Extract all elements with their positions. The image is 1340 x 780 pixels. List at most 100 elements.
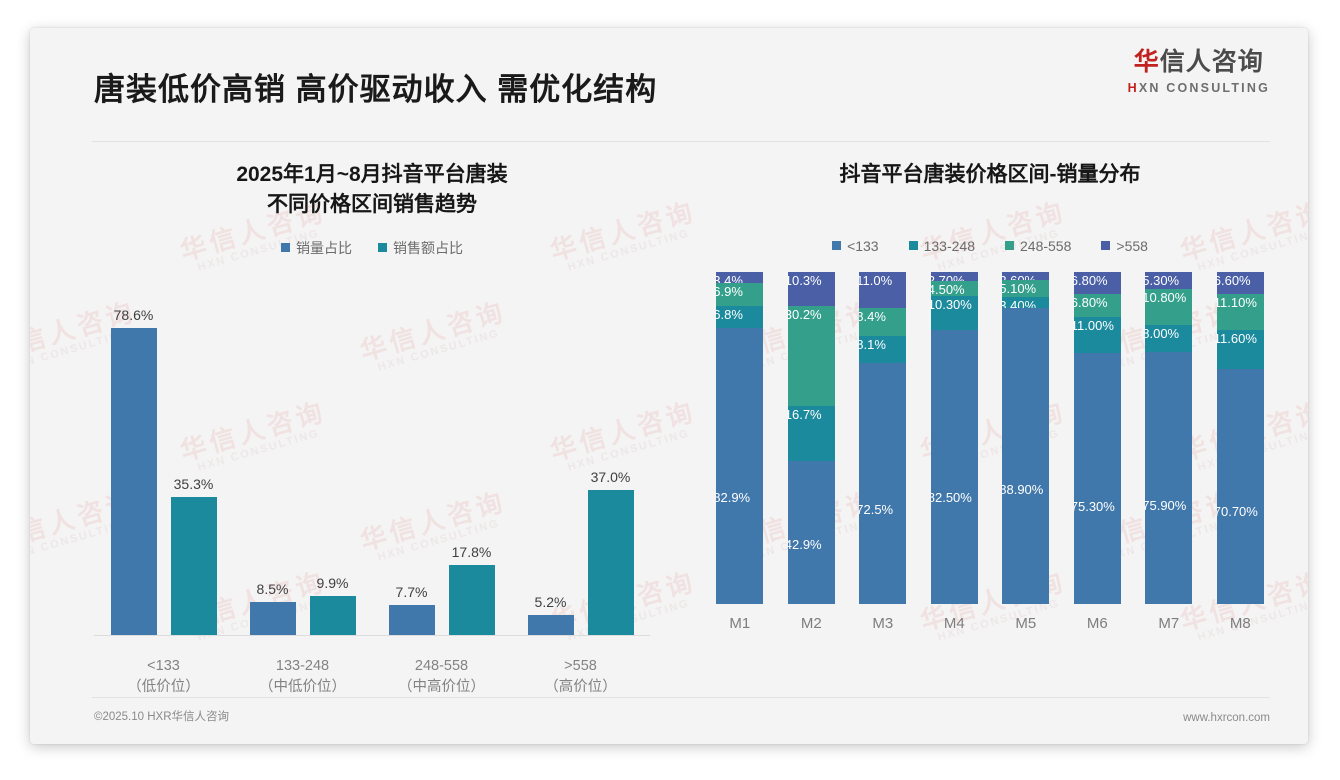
stack-segment-label: 8.00%	[1145, 326, 1180, 342]
stack-segment-<133-M2[interactable]: 42.9%	[787, 461, 835, 604]
stack-segment-133-248-M3[interactable]: 8.1%	[859, 336, 907, 363]
stack-segment-248-558-M8[interactable]: 11.10%	[1216, 293, 1264, 331]
stack-segment-label: 11.00%	[1073, 317, 1114, 333]
legend-label: 销量占比	[296, 239, 352, 256]
stack-segment-label: 88.90%	[1002, 482, 1044, 498]
stacked-bar-M7[interactable]: 5.30% 10.80% 8.00% 75.90%	[1145, 271, 1193, 604]
legend-item-133-248[interactable]: 133-248	[908, 238, 975, 254]
stacked-bar-M1[interactable]: 3.4% 6.9% 6.8% 82.9%	[716, 271, 764, 604]
stack-column-M2: 10.3% 30.2% 16.7% 42.9%	[776, 271, 848, 604]
right-chart-legend: <133 133-248 248-558 >558	[690, 238, 1290, 254]
stack-segment-<133-M3[interactable]: 72.5%	[859, 362, 907, 604]
stack-segment-label: 72.5%	[859, 501, 894, 517]
stack-segment->558-M1[interactable]: 3.4%	[716, 271, 764, 288]
stack-segment-248-558-M3[interactable]: 8.4%	[859, 308, 907, 337]
stack-segment-133-248-M6[interactable]: 11.00%	[1073, 316, 1121, 354]
stack-segment-133-248-M1[interactable]: 6.8%	[716, 305, 764, 329]
stack-segment-label: 6.80%	[1073, 272, 1108, 288]
logo-en-highlight: H	[1127, 81, 1139, 95]
right-chart-panel: 抖音平台唐装价格区间-销量分布 <133 133-248 248-558 >558 3…	[690, 148, 1290, 708]
stack-segment-133-248-M4[interactable]: 10.30%	[930, 295, 978, 330]
stack-column-M6: 6.80% 6.80% 11.00% 75.30%	[1062, 271, 1134, 604]
left-chart-legend: 销量占比 销售额占比	[72, 238, 672, 258]
legend-label: >558	[1116, 237, 1148, 254]
stack-segment-label: 6.9%	[716, 283, 743, 299]
stack-segment-<133-M4[interactable]: 82.50%	[930, 329, 978, 604]
stack-segment->558-M2[interactable]: 10.3%	[787, 271, 835, 306]
logo-cn-highlight: 华	[1133, 48, 1160, 76]
bar-销售额占比-248-558[interactable]	[448, 564, 495, 635]
x-axis-label-M8: M8	[1229, 614, 1251, 632]
stack-segment-248-558-M2[interactable]: 30.2%	[787, 305, 835, 406]
stacked-bar-M6[interactable]: 6.80% 6.80% 11.00% 75.30%	[1073, 271, 1121, 604]
stacked-bar-M8[interactable]: 6.60% 11.10% 11.60% 70.70%	[1216, 271, 1264, 604]
stack-segment-248-558-M5[interactable]: 5.10%	[1002, 280, 1050, 298]
x-axis-label-M3: M3	[872, 614, 894, 632]
legend-label: 248-558	[1020, 237, 1072, 254]
stacked-bar-M5[interactable]: 2.60%5.10%3.40% 88.90%	[1002, 271, 1050, 604]
stacked-bar-M2[interactable]: 10.3% 30.2% 16.7% 42.9%	[787, 271, 835, 604]
stack-segment-133-248-M7[interactable]: 8.00%	[1145, 325, 1193, 352]
stack-segment-248-558-M7[interactable]: 10.80%	[1145, 289, 1193, 326]
legend-item-销售额占比[interactable]: 销售额占比	[378, 238, 463, 258]
bar-销售额占比->558[interactable]	[587, 489, 634, 635]
bar-销量占比-<133[interactable]	[110, 327, 157, 635]
stack-segment-133-248-M5[interactable]: 3.40%	[1002, 297, 1050, 313]
bar-销量占比-133-248[interactable]	[249, 601, 296, 635]
stack-segment-label: 8.4%	[859, 309, 886, 325]
stack-segment-label: 11.60%	[1216, 331, 1257, 347]
stack-segment-label: 4.50%	[930, 281, 965, 297]
bar-value-label: 5.2%	[534, 593, 567, 610]
x-axis-label->558: >558 （高价位）	[511, 656, 650, 700]
stack-segment->558-M8[interactable]: 6.60%	[1216, 271, 1264, 294]
bar-group-133-248: 8.5% 9.9%	[233, 276, 372, 635]
legend-swatch-icon	[1005, 241, 1014, 251]
stack-segment-133-248-M8[interactable]: 11.60%	[1216, 330, 1264, 369]
logo-en-rest: XN CONSULTING	[1138, 81, 1270, 95]
x-axis-label-248-558: 248-558 （中高价位）	[372, 656, 511, 700]
bar-销售额占比-133-248[interactable]	[309, 595, 356, 635]
stack-segment-label: 75.30%	[1073, 498, 1115, 514]
right-chart-stacks: 3.4% 6.9% 6.8% 82.9% 10.3% 30.2% 16.7% 42.9% 11.…	[704, 271, 1276, 604]
stack-segment-label: 10.30%	[930, 296, 972, 312]
x-axis-label-main: 133-248	[275, 657, 330, 674]
stack-segment->558-M4[interactable]: 2.70%	[930, 271, 978, 288]
page-title: 唐装低价高销 高价驱动收入 需优化结构	[94, 72, 658, 107]
x-axis-label-sub: （中低价位）	[259, 679, 346, 696]
legend-item-销量占比[interactable]: 销量占比	[281, 238, 352, 258]
stack-segment-<133-M7[interactable]: 75.90%	[1145, 351, 1193, 604]
stack-segment->558-M7[interactable]: 5.30%	[1145, 271, 1193, 290]
left-chart-title-line1: 2025年1月~8月抖音平台唐装	[236, 163, 508, 186]
x-axis-label-main: <133	[147, 657, 180, 674]
stack-segment-248-558-M6[interactable]: 6.80%	[1073, 294, 1121, 317]
stack-segment-<133-M8[interactable]: 70.70%	[1216, 368, 1264, 604]
stacked-bar-M3[interactable]: 11.0% 8.4% 8.1% 72.5%	[859, 271, 907, 604]
bar-销量占比-248-558[interactable]	[388, 604, 435, 635]
stack-segment-<133-M1[interactable]: 82.9%	[716, 328, 764, 604]
bar-销量占比->558[interactable]	[527, 614, 574, 635]
left-chart-axis-line	[94, 634, 650, 636]
stack-segment-<133-M5[interactable]: 88.90%	[1002, 308, 1050, 604]
bar-销售额占比-<133[interactable]	[170, 496, 217, 635]
stack-segment-248-558-M4[interactable]: 4.50%	[930, 280, 978, 297]
x-axis-label-<133: <133 （低价位）	[94, 656, 233, 700]
logo-english-text: HXN CONSULTING	[1128, 82, 1270, 95]
legend-item->558[interactable]: >558	[1101, 238, 1148, 254]
stack-segment->558-M5[interactable]: 2.60%	[1002, 271, 1050, 288]
slide-header: 唐装低价高销 高价驱动收入 需优化结构 华信人咨询 HXN CONSULTING	[30, 28, 1308, 110]
legend-swatch-icon	[1101, 241, 1111, 251]
stacked-bar-M4[interactable]: 2.70%4.50%10.30% 82.50%	[930, 271, 978, 604]
legend-item-248-558[interactable]: 248-558	[1005, 238, 1071, 254]
stack-segment-248-558-M1[interactable]: 6.9%	[716, 282, 764, 306]
stack-segment-133-248-M2[interactable]: 16.7%	[787, 405, 835, 462]
stack-segment->558-M3[interactable]: 11.0%	[859, 271, 907, 309]
stack-column-M5: 2.60%5.10%3.40% 88.90%	[990, 271, 1062, 604]
legend-item-<133[interactable]: <133	[832, 238, 879, 254]
bar-value-label: 9.9%	[316, 574, 349, 591]
stack-segment-label: 5.30%	[1145, 272, 1180, 288]
stack-segment-label: 75.90%	[1145, 497, 1187, 513]
stack-segment-<133-M6[interactable]: 75.30%	[1073, 353, 1121, 604]
stack-column-M3: 11.0% 8.4% 8.1% 72.5%	[847, 271, 919, 604]
stack-segment->558-M6[interactable]: 6.80%	[1073, 271, 1121, 295]
x-axis-label-M6: M6	[1086, 614, 1108, 632]
